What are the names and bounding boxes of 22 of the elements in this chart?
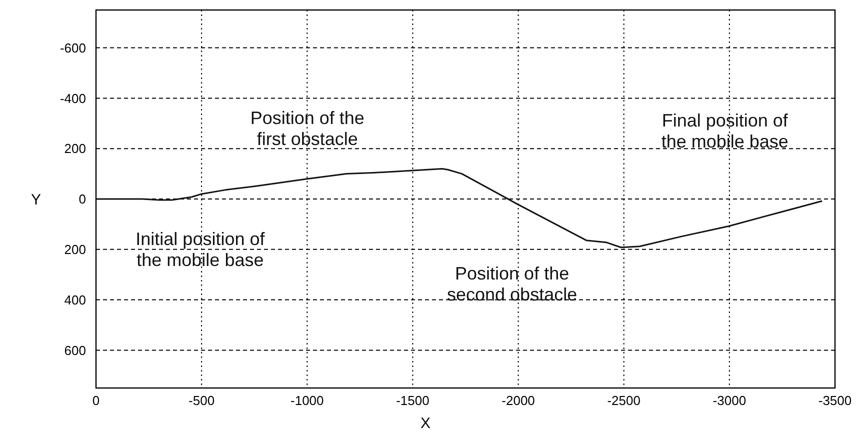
x-tick-label: -500	[188, 393, 215, 408]
y-tick-label: -400	[60, 90, 86, 106]
y-tick-label: 200	[64, 242, 86, 257]
annotation: Position of the first obstacle	[250, 108, 364, 150]
annotation: Final position of the mobile base	[661, 110, 789, 152]
y-axis-title: Y	[30, 191, 42, 208]
line-series	[95, 168, 823, 248]
x-tick-label: -1500	[396, 393, 430, 408]
y-tick-label: 0	[78, 192, 86, 207]
x-axis-title: X	[420, 415, 431, 432]
x-tick-label: -2000	[502, 393, 535, 408]
y-tick-label: 200	[64, 141, 86, 156]
x-tick-label: -2500	[607, 393, 640, 408]
x-tick-label: -3000	[712, 393, 746, 408]
y-tick-label: -600	[60, 40, 86, 56]
annotation: Initial position of the mobile base	[136, 229, 266, 270]
x-tick-label: -1000	[290, 393, 324, 408]
annotation: Position of the second obstacle	[447, 263, 578, 304]
y-tick-label: 600	[64, 342, 86, 358]
y-tick-label: 400	[64, 292, 86, 308]
x-tick-label: -3500	[818, 393, 852, 408]
x-tick-label: 0	[92, 393, 100, 408]
